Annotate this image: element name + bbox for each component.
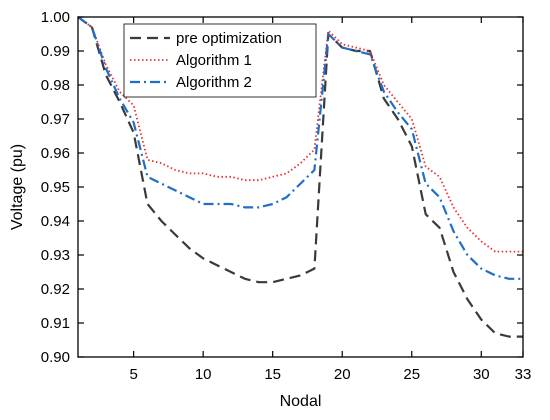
y-tick-label: 0.98 (41, 77, 70, 94)
y-axis: 0.90 0.91 0.92 0.93 0.94 0.95 0.96 0.97 0.98 0.99… (41, 9, 523, 366)
x-tick-label: 10 (195, 366, 212, 383)
y-tick-label: 0.91 (41, 315, 70, 332)
legend-label-3: Algorithm 2 (176, 74, 252, 91)
y-tick-label: 1.00 (41, 9, 70, 26)
x-axis-title: Nodal (280, 393, 322, 410)
x-tick-label: 33 (515, 366, 532, 383)
y-tick-label: 0.97 (41, 111, 70, 128)
y-tick-label: 0.95 (41, 179, 70, 196)
y-axis-title: Voltage (pu) (9, 144, 26, 230)
x-tick-label: 20 (334, 366, 351, 383)
series-line-2 (77, 16, 523, 253)
y-tick-label: 0.92 (41, 281, 70, 298)
legend-box (123, 23, 317, 98)
legend-label-1: pre optimization (176, 30, 282, 47)
y-tick-label: 0.94 (41, 213, 70, 230)
x-tick-label: 30 (473, 366, 490, 383)
x-tick-label: 5 (129, 366, 137, 383)
y-tick-label: 0.93 (41, 247, 70, 264)
series-line-1 (77, 16, 523, 338)
legend-label-2: Algorithm 1 (176, 52, 252, 69)
y-tick-label: 0.90 (41, 349, 70, 366)
x-axis: 5 10 15 20 25 30 33 (129, 17, 531, 383)
series-line-3 (77, 16, 523, 280)
x-tick-label: 15 (264, 366, 281, 383)
y-tick-label: 0.99 (41, 43, 70, 60)
x-tick-label: 25 (403, 366, 420, 383)
y-tick-label: 0.96 (41, 145, 70, 162)
plot-marks (77, 16, 523, 338)
legend: pre optimization Algorithm 1 Algorithm 2 (123, 23, 317, 98)
